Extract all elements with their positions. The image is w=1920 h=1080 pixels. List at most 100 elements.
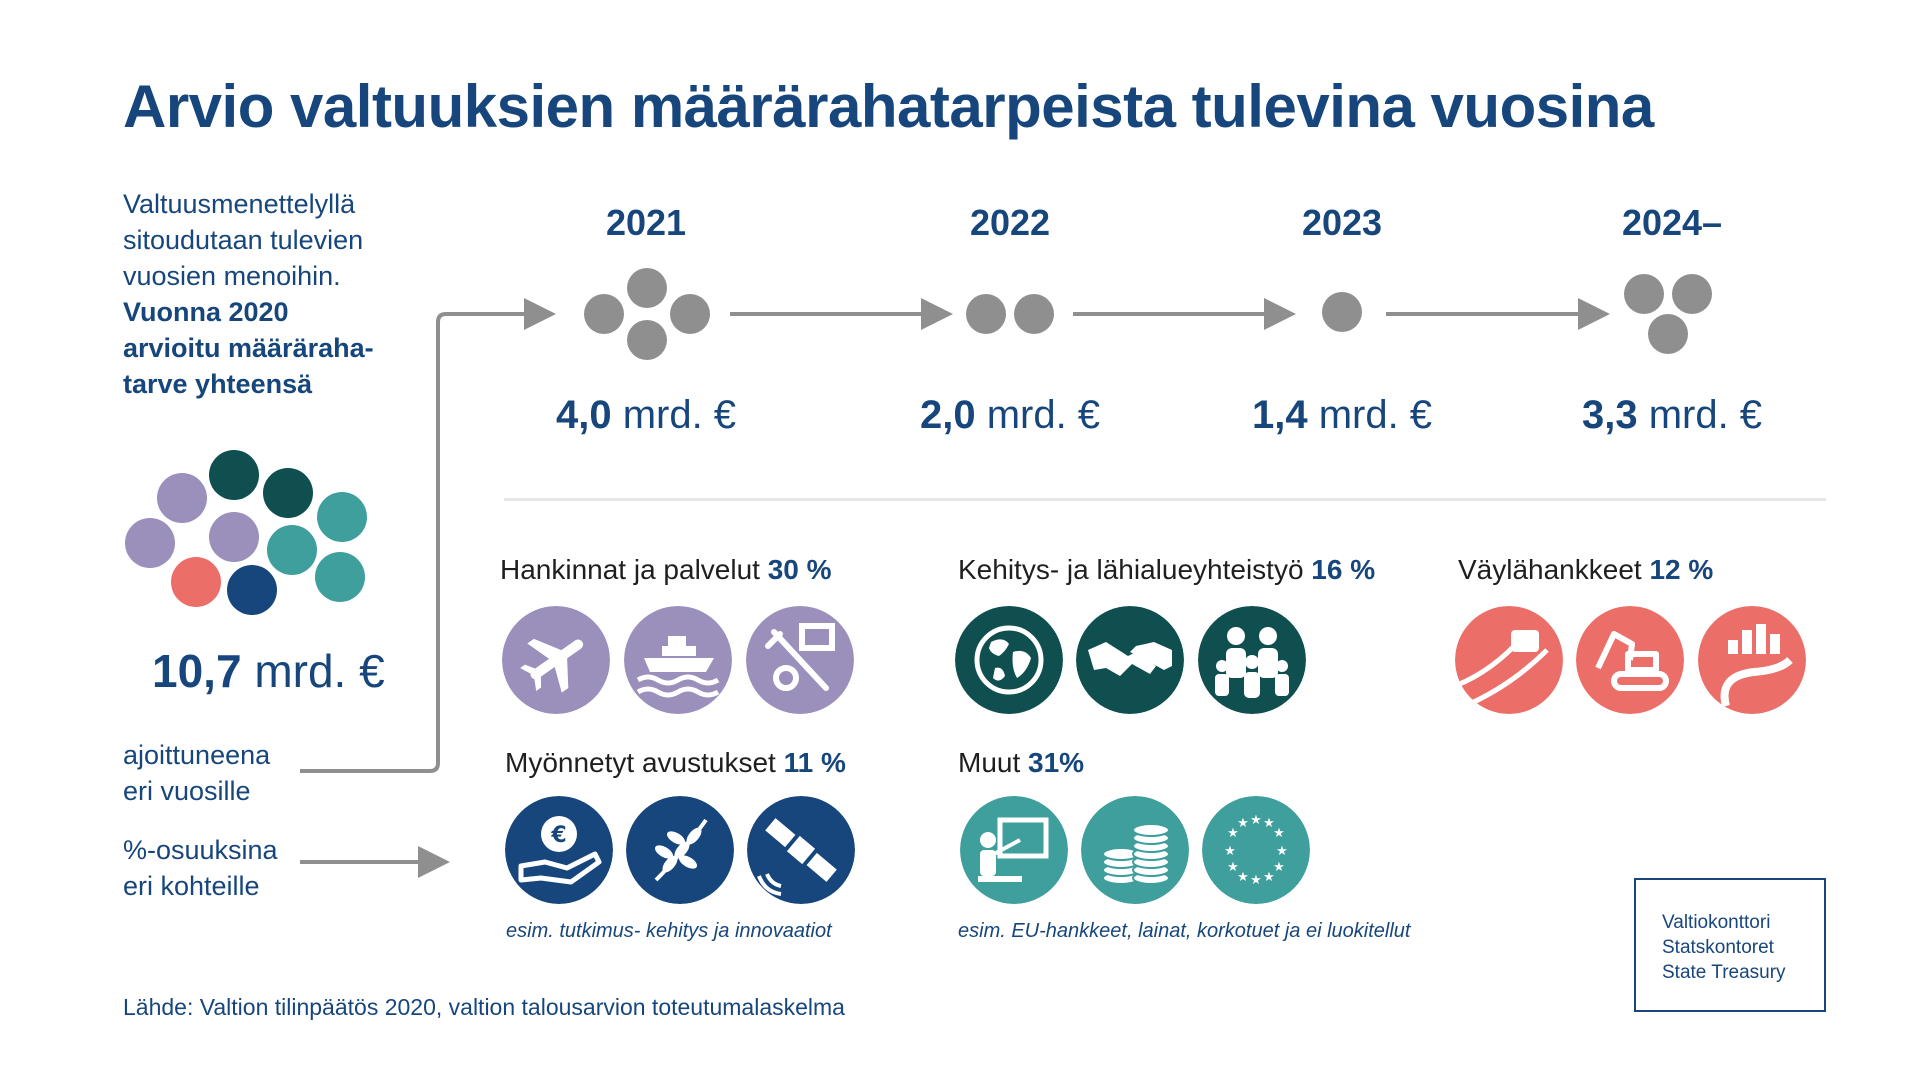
grey-dot [670, 294, 710, 334]
logo-line-2: Statskontoret [1662, 937, 1774, 958]
teacher-icon [960, 796, 1068, 904]
category-development-label: Kehitys- ja lähialueyhteistyö [958, 554, 1304, 585]
intro-bold-1: Vuonna 2020 [123, 297, 289, 327]
grey-dot [1014, 294, 1054, 334]
svg-text:★: ★ [1276, 844, 1288, 859]
category-other-label: Muut [958, 747, 1021, 778]
grey-dot [1322, 292, 1362, 332]
excavator-icon [1576, 606, 1684, 714]
amount-2021-value: 4,0 [555, 393, 612, 437]
timed-label: ajoittuneena eri vuosille [123, 737, 270, 809]
other-note: esim. EU-hankkeet, lainat, korkotuet ja … [958, 920, 1411, 942]
category-grants: Myönnetyt avustukset 11 % [505, 747, 846, 779]
logo-line-3: State Treasury [1662, 962, 1786, 983]
category-grants-label: Myönnetyt avustukset [505, 747, 776, 778]
timed-connector-arrow [300, 298, 556, 773]
svg-text:★: ★ [1273, 860, 1285, 875]
amount-2023: 1,4 mrd. € [1212, 393, 1472, 438]
svg-text:★: ★ [1250, 873, 1262, 888]
total-value: 10,7 [152, 645, 242, 697]
grey-dot [1672, 274, 1712, 314]
category-procurement-pct: 30 % [767, 554, 832, 585]
coins-icon [1081, 796, 1189, 904]
amount-2022-unit: mrd. € [986, 393, 1101, 437]
satellite-icon [747, 796, 855, 904]
dots-2024 [1624, 274, 1712, 354]
timed-label-line-2: eri vuosille [123, 776, 251, 806]
svg-text:★: ★ [1237, 816, 1249, 831]
svg-text:★: ★ [1224, 844, 1236, 859]
grants-note: esim. tutkimus- kehitys ja innovaatiot [506, 920, 832, 942]
amount-2024-unit: mrd. € [1648, 393, 1763, 437]
grey-dot [1648, 314, 1688, 354]
airplane-icon [502, 606, 610, 714]
year-label-2021: 2021 [605, 202, 687, 243]
amount-2022: 2,0 mrd. € [880, 393, 1140, 438]
handshake-icon [1076, 606, 1184, 714]
ship-icon [624, 606, 732, 714]
cluster-dot [209, 512, 259, 562]
tools-icon [746, 606, 854, 714]
cluster-dot [227, 565, 277, 615]
svg-text:€: € [550, 823, 566, 848]
intro-text: Valtuusmenettelyllä sitoudutaan tulevien… [123, 186, 413, 402]
category-other: Muut 31% [958, 747, 1084, 779]
cluster-dot [157, 473, 207, 523]
intro-line-1: Valtuusmenettelyllä [123, 189, 356, 219]
cluster-dot [125, 518, 175, 568]
dots-2023 [1322, 292, 1362, 332]
amount-2022-value: 2,0 [919, 393, 976, 437]
amount-2023-unit: mrd. € [1318, 393, 1433, 437]
year-label-2023: 2023 [1301, 202, 1383, 243]
amount-2023-value: 1,4 [1251, 393, 1308, 437]
category-other-pct: 31% [1028, 747, 1085, 778]
amount-2021-unit: mrd. € [622, 393, 737, 437]
category-development-pct: 16 % [1311, 554, 1376, 585]
share-label-line-1: %-osuuksina [123, 835, 278, 865]
grey-dot [966, 294, 1006, 334]
source-text: Lähde: Valtion tilinpäätös 2020, valtion… [123, 994, 845, 1020]
category-procurement-label: Hankinnat ja palvelut [500, 554, 760, 585]
category-waterways-pct: 12 % [1649, 554, 1714, 585]
cluster-dot [263, 468, 313, 518]
eu-flag-icon: ★ ★ ★ ★ ★ ★ ★ ★ ★ ★ ★ ★ [1202, 796, 1310, 904]
globe-icon [955, 606, 1063, 714]
cluster-dot [317, 492, 367, 542]
svg-text:★: ★ [1250, 813, 1262, 828]
intro-bold-2: arvioitu määräraha- [123, 333, 374, 363]
euro-hand-icon: € [505, 796, 613, 904]
intro-line-3: vuosien menoihin. [123, 261, 341, 291]
family-icon [1198, 606, 1306, 714]
laurel-icon [626, 796, 734, 904]
total-unit: mrd. € [254, 645, 385, 697]
share-label: %-osuuksina eri kohteille [123, 832, 278, 904]
intro-bold-3: tarve yhteensä [123, 369, 313, 399]
amount-2021: 4,0 mrd. € [516, 393, 776, 438]
total-dot-cluster [125, 450, 367, 615]
waterway-city-icon [1698, 606, 1806, 714]
svg-text:★: ★ [1237, 870, 1249, 885]
grey-dot [584, 294, 624, 334]
share-label-line-2: eri kohteille [123, 871, 260, 901]
category-grants-pct: 11 % [783, 747, 846, 778]
svg-text:★: ★ [1273, 826, 1285, 841]
dots-2022 [966, 294, 1054, 334]
intro-line-2: sitoudutaan tulevien [123, 225, 364, 255]
logo-line-1: Valtiokonttori [1662, 912, 1771, 933]
state-treasury-logo: Valtiokonttori Statskontoret State Treas… [1634, 878, 1826, 1012]
category-waterways-label: Väylähankkeet [1458, 554, 1642, 585]
amount-2024-value: 3,3 [1581, 393, 1638, 437]
dots-2021 [584, 268, 710, 360]
svg-text:★: ★ [1263, 816, 1275, 831]
cluster-dot [209, 450, 259, 500]
page-title: Arvio valtuuksien määrärahatarpeista tul… [123, 73, 1654, 140]
year-label-2024: 2024– [1621, 202, 1723, 243]
svg-text:★: ★ [1227, 860, 1239, 875]
svg-text:★: ★ [1227, 826, 1239, 841]
svg-text:★: ★ [1263, 870, 1275, 885]
category-procurement: Hankinnat ja palvelut 30 % [500, 554, 832, 586]
category-waterways: Väylähankkeet 12 % [1458, 554, 1713, 586]
year-label-2022: 2022 [969, 202, 1051, 243]
road-bus-icon [1455, 606, 1563, 714]
